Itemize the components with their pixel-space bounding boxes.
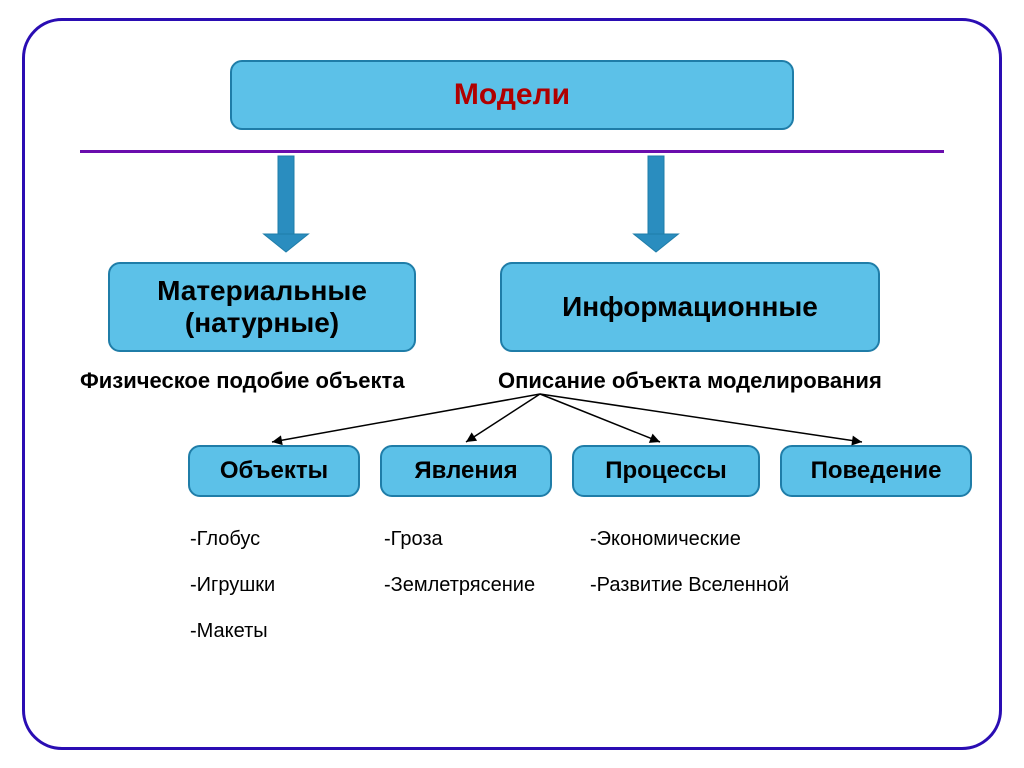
- example-item: -Развитие Вселенной: [590, 574, 789, 597]
- info-label: Информационные: [562, 291, 818, 323]
- label-physical: Физическое подобие объекта: [80, 368, 405, 394]
- label-description: Описание объекта моделирования: [498, 368, 882, 394]
- example-item: -Землетрясение: [384, 574, 535, 597]
- objects-box: Объекты: [188, 445, 360, 497]
- info-box: Информационные: [500, 262, 880, 352]
- objects-label: Объекты: [220, 457, 328, 485]
- root-label: Модели: [454, 78, 570, 112]
- example-item: -Глобус: [190, 528, 260, 551]
- example-item: -Экономические: [590, 528, 741, 551]
- example-item: -Игрушки: [190, 574, 275, 597]
- root-box: Модели: [230, 60, 794, 130]
- behavior-label: Поведение: [811, 457, 942, 485]
- processes-box: Процессы: [572, 445, 760, 497]
- behavior-box: Поведение: [780, 445, 972, 497]
- material-box: Материальные (натурные): [108, 262, 416, 352]
- example-item: -Макеты: [190, 620, 268, 643]
- material-label: Материальные (натурные): [157, 275, 367, 339]
- processes-label: Процессы: [605, 457, 727, 485]
- phenomena-box: Явления: [380, 445, 552, 497]
- phenomena-label: Явления: [414, 457, 517, 485]
- example-item: -Гроза: [384, 528, 443, 551]
- divider-line: [80, 150, 944, 153]
